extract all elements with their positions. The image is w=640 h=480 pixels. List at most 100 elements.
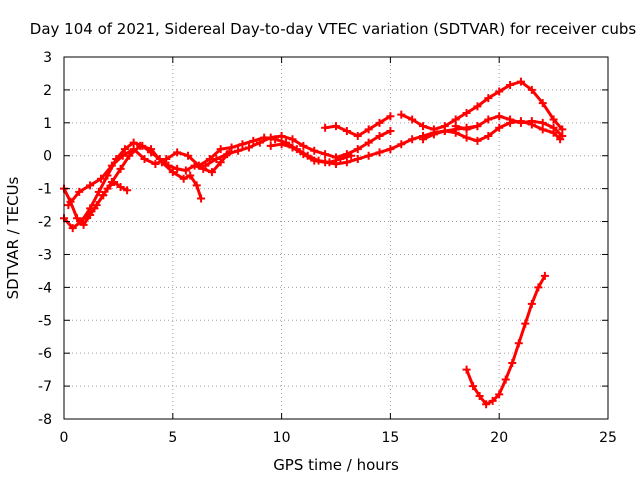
x-tick-label: 20 <box>490 430 508 446</box>
data-point <box>462 365 471 374</box>
data-point <box>473 102 482 111</box>
data-point <box>386 145 395 154</box>
data-point <box>288 143 297 152</box>
data-point <box>321 150 330 159</box>
chart-title: Day 104 of 2021, Sidereal Day-to-day VTE… <box>30 20 637 38</box>
data-point <box>353 155 362 164</box>
data-point <box>408 115 417 124</box>
data-point <box>192 181 201 190</box>
data-point <box>440 127 449 136</box>
data-point <box>184 151 193 160</box>
y-tick-label: -5 <box>38 313 52 329</box>
y-axis-label: SDTVAR / TECUs <box>4 176 22 299</box>
data-point <box>116 164 125 173</box>
data-point <box>73 214 82 223</box>
data-point <box>90 204 99 213</box>
data-point <box>147 145 156 154</box>
data-point <box>201 161 210 170</box>
data-point <box>342 158 351 167</box>
data-point <box>508 359 517 368</box>
data-point <box>107 161 116 170</box>
data-point <box>81 214 90 223</box>
series-layer <box>60 77 567 409</box>
data-point <box>173 148 182 157</box>
data-point <box>527 299 536 308</box>
data-point <box>238 140 247 149</box>
data-point <box>484 131 493 140</box>
data-point <box>332 122 340 131</box>
x-axis-label: GPS time / hours <box>273 456 399 474</box>
y-tick-label: -7 <box>38 379 52 395</box>
data-point <box>75 187 84 196</box>
x-tick-label: 10 <box>273 430 291 446</box>
data-point <box>234 146 243 155</box>
data-point <box>277 131 286 140</box>
data-point <box>64 201 73 210</box>
data-point <box>216 158 225 167</box>
series-arc-10 <box>451 112 567 140</box>
data-point <box>462 108 471 117</box>
data-point <box>506 115 515 124</box>
series-line <box>465 274 547 406</box>
series-arc-7 <box>321 112 395 140</box>
y-tick-label: 1 <box>43 116 52 132</box>
x-tick-label: 25 <box>599 430 617 446</box>
series-arc-11 <box>462 271 549 409</box>
data-point <box>534 283 543 292</box>
data-point <box>168 168 177 177</box>
y-tick-label: -3 <box>38 247 52 263</box>
data-point <box>516 118 525 127</box>
data-point <box>408 135 417 144</box>
data-point <box>118 151 127 160</box>
data-point <box>321 158 330 167</box>
x-tick-label: 0 <box>60 430 69 446</box>
data-point <box>397 110 406 119</box>
data-point <box>375 118 384 127</box>
data-point <box>207 168 216 177</box>
data-point <box>123 186 132 195</box>
data-point <box>186 171 195 180</box>
data-point <box>375 148 384 157</box>
data-point <box>277 140 286 149</box>
data-point <box>506 80 515 89</box>
y-tick-label: -2 <box>38 215 52 231</box>
data-point <box>266 133 275 142</box>
grid-layer <box>64 57 608 419</box>
data-point <box>179 174 188 183</box>
data-point <box>310 156 319 165</box>
data-point <box>288 135 297 144</box>
data-point <box>495 123 504 132</box>
data-point <box>151 159 160 168</box>
data-point <box>266 141 275 150</box>
data-point <box>162 155 171 164</box>
data-point <box>540 271 549 280</box>
data-point <box>107 178 116 187</box>
data-point <box>386 112 395 121</box>
data-point <box>514 339 523 348</box>
data-point <box>96 174 105 183</box>
data-point <box>462 133 471 142</box>
data-point <box>321 123 330 132</box>
data-point <box>527 117 536 126</box>
data-point <box>451 122 460 131</box>
data-point <box>473 122 482 131</box>
data-point <box>364 151 373 160</box>
data-point <box>120 145 129 154</box>
data-point <box>99 191 108 200</box>
data-point <box>549 115 558 124</box>
data-point <box>212 155 221 164</box>
data-point <box>116 182 125 191</box>
data-point <box>68 224 77 233</box>
data-point <box>136 141 145 150</box>
data-point <box>353 145 362 154</box>
data-point <box>249 136 258 145</box>
data-point <box>527 85 536 94</box>
data-point <box>129 145 138 154</box>
data-point <box>216 145 225 154</box>
data-point <box>473 136 482 145</box>
data-point <box>495 112 504 121</box>
y-tick-label: -8 <box>38 412 52 428</box>
data-point <box>386 127 395 136</box>
